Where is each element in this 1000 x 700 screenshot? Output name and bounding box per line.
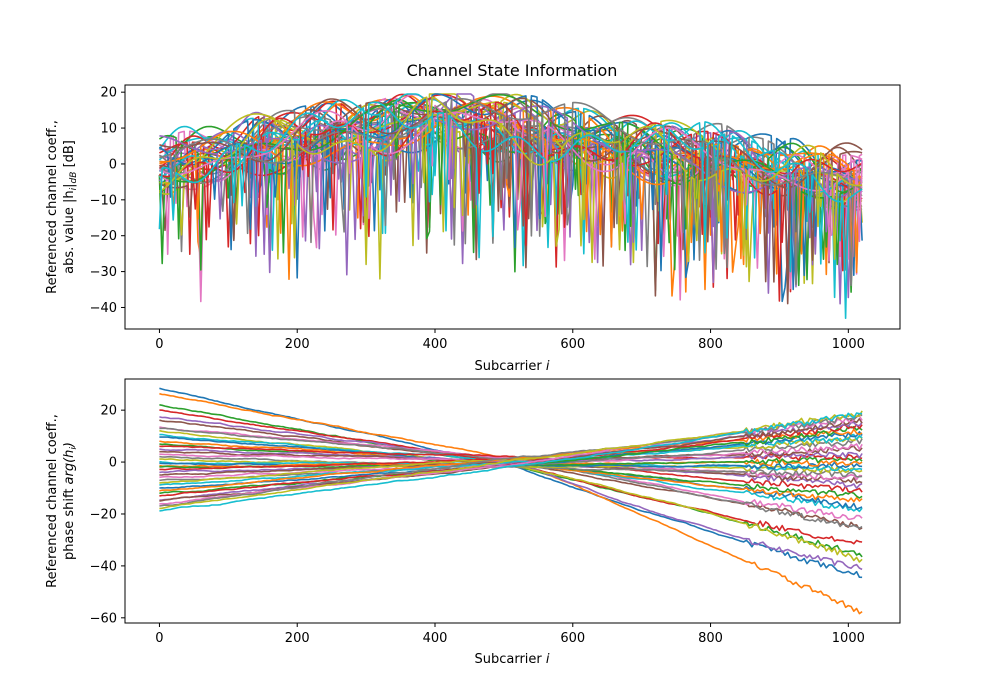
phase-ylabel-line1: Referenced channel coeff., [45,414,60,588]
magnitude-xtick-label: 200 [285,337,310,352]
phase-panel: 0 200 400 600 800 1000 −60 −40 −20 0 20 Subcarrier… [45,378,901,667]
magnitude-xlabel: Subcarrier i [474,359,549,374]
magnitude-xtick-label: 800 [698,337,723,352]
magnitude-ylabel: Referenced channel coeff., abs. value |h… [45,120,79,294]
phase-series-line [159,433,863,486]
phase-ytick-label: −60 [90,611,117,626]
magnitude-series-line [158,93,863,303]
magnitude-series-line [159,98,863,287]
magnitude-xtick-label: 1000 [832,337,865,352]
figure-title: Channel State Information [407,61,618,80]
magnitude-ylabel-line1: Referenced channel coeff., [45,120,60,294]
phase-series-line [159,445,863,493]
magnitude-series-group [158,93,863,319]
magnitude-series-line [158,101,863,319]
phase-ytick-label: −20 [90,507,117,522]
phase-xtick-label: 0 [155,631,163,646]
phase-series-line [159,413,863,507]
phase-ytick-label: −40 [90,559,117,574]
magnitude-ytick-label: −30 [90,265,117,280]
magnitude-series-line [159,110,863,285]
magnitude-axes-frame [124,84,901,330]
magnitude-ytick-label: −10 [90,193,117,208]
phase-xtick-label: 600 [560,631,585,646]
magnitude-ticks: 0 200 400 600 800 1000 −40 −30 −20 −10 0 10 20 [90,86,865,352]
phase-series-group [159,387,863,615]
phase-ytick-label: 20 [100,404,117,419]
phase-ylabel-line2: phase shift arg(hi) [62,442,79,560]
phase-xtick-label: 1000 [832,631,865,646]
magnitude-ytick-label: −40 [90,301,117,316]
phase-series-line [159,453,863,471]
magnitude-xtick-label: 600 [560,337,585,352]
magnitude-ytick-label: 20 [100,86,117,101]
magnitude-ytick-label: 0 [109,157,117,172]
magnitude-ytick-label: −20 [90,229,117,244]
phase-ytick-label: 0 [109,456,117,471]
phase-xtick-label: 400 [423,631,448,646]
magnitude-series-line [159,101,863,302]
phase-ylabel: Referenced channel coeff., phase shift a… [45,414,79,588]
phase-series-line [159,412,863,512]
phase-series-line [159,451,863,474]
phase-xtick-label: 800 [698,631,723,646]
phase-xlabel: Subcarrier i [474,652,549,667]
magnitude-ylabel-line2: abs. value |hi|dB [dB] [62,140,79,274]
phase-axes-frame [124,378,901,624]
magnitude-xtick-label: 400 [423,337,448,352]
magnitude-panel: 0 200 400 600 800 1000 −40 −30 −20 −10 0 10 20 Subca… [45,84,901,374]
magnitude-xtick-label: 0 [155,337,163,352]
phase-ticks: 0 200 400 600 800 1000 −60 −40 −20 0 20 [90,404,865,646]
magnitude-series-line [159,97,863,305]
magnitude-series-line [159,96,863,266]
phase-xtick-label: 200 [285,631,310,646]
magnitude-ytick-label: 10 [100,122,117,137]
